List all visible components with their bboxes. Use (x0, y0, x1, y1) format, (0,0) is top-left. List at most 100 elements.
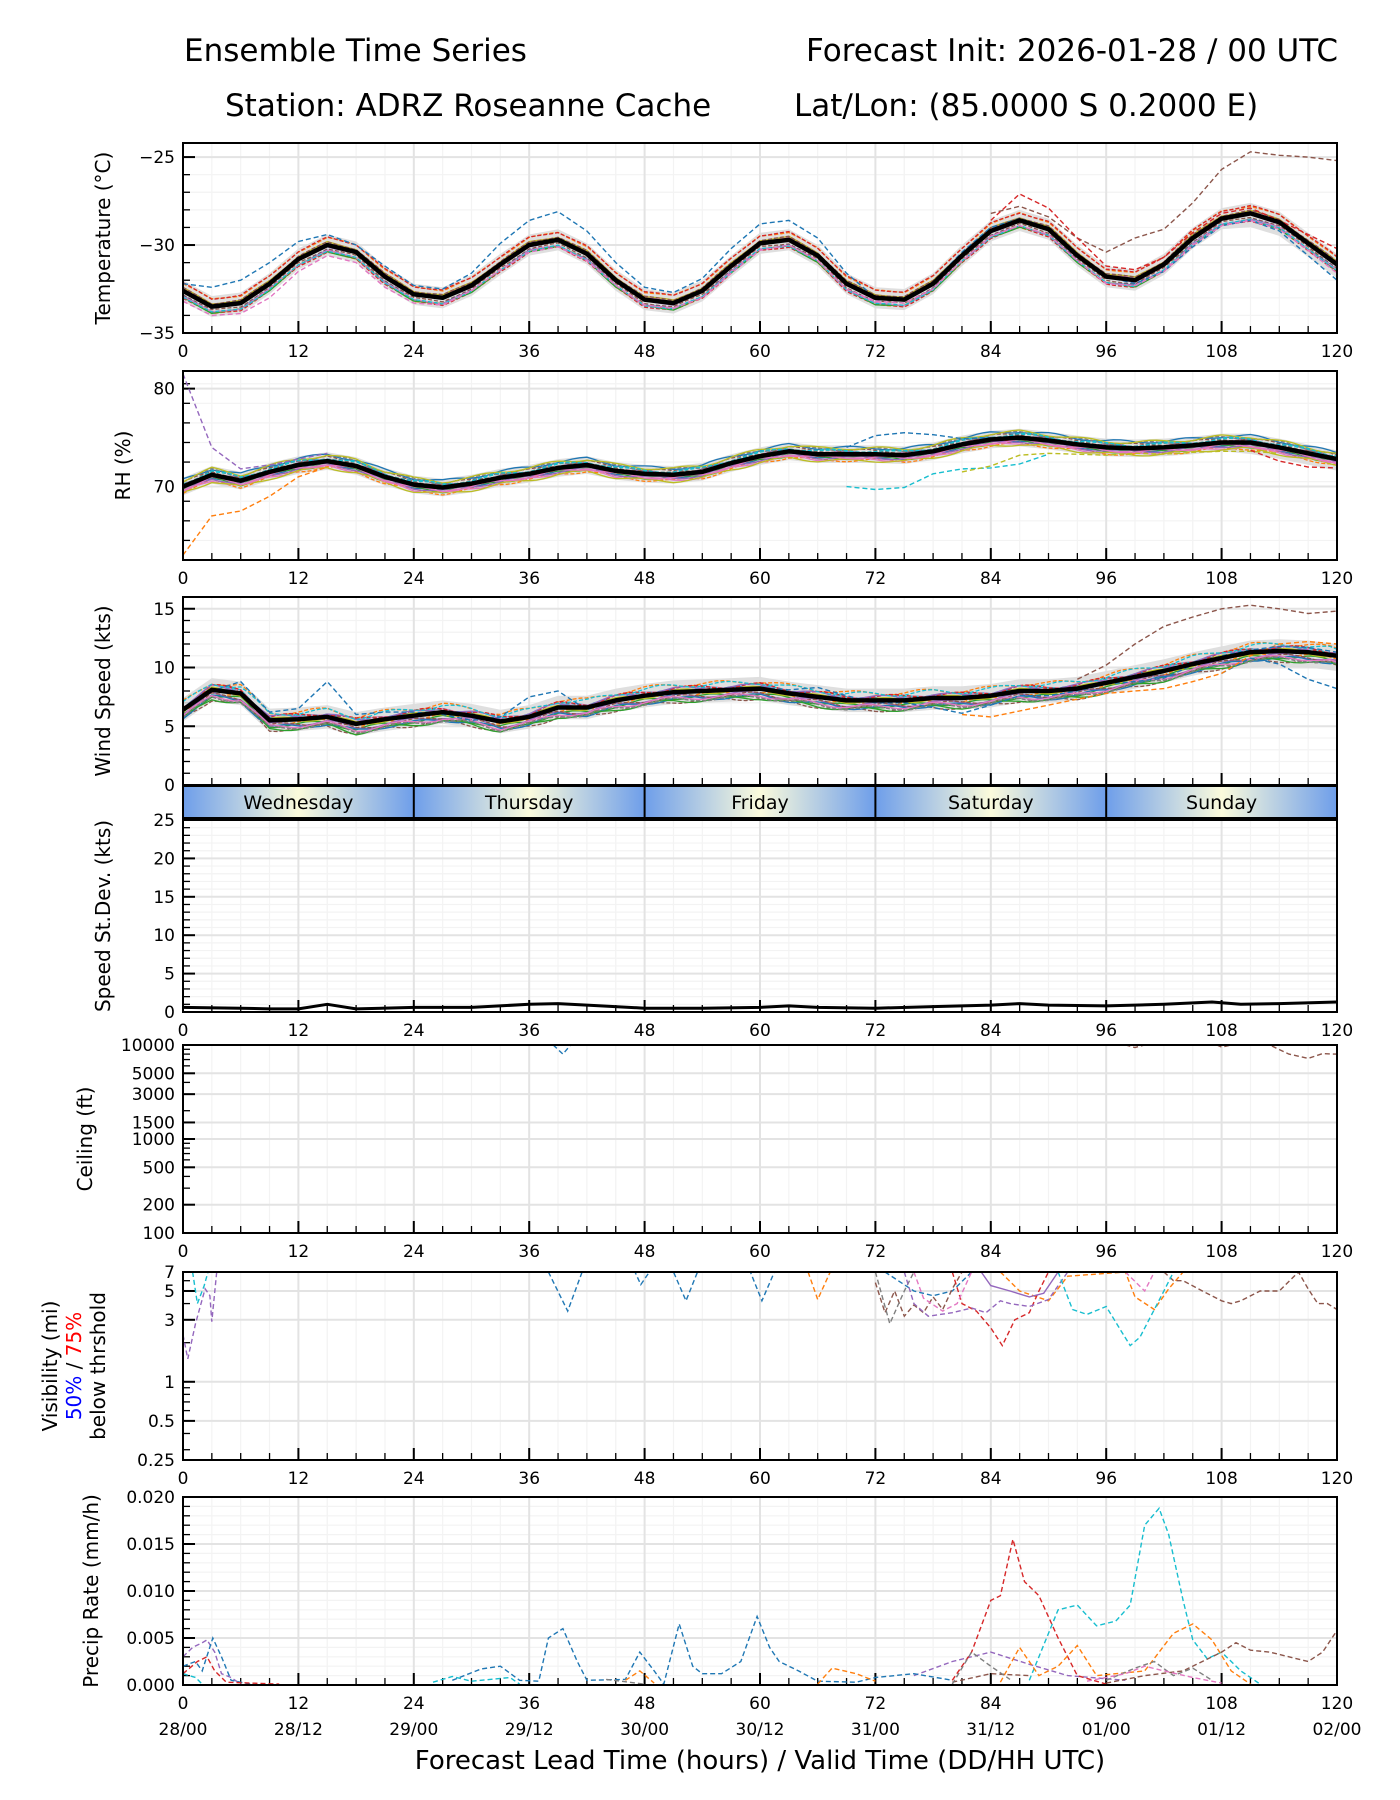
x-tick-label: 0 (178, 1242, 189, 1262)
x-tick-label: 108 (1205, 342, 1237, 362)
day-band-cell (1106, 786, 1337, 818)
ensemble-member-member-pink (913, 1272, 1155, 1312)
x-tick-label: 12 (288, 342, 310, 362)
y-tick-label: 1 (164, 1373, 175, 1393)
ensemble-member-member-orange (183, 466, 328, 556)
day-label: Thursday (484, 792, 573, 814)
ensemble-member-member-blue (547, 1272, 973, 1313)
day-band-cell (875, 786, 1107, 818)
data-layer (183, 1000, 1337, 1011)
y-tick-label: 0.25 (137, 1451, 175, 1471)
ensemble-member-member-pink (183, 219, 1337, 317)
ensemble-member-member-blue (183, 210, 1337, 301)
y-tick-label: −35 (139, 324, 175, 344)
x-valid-time-label: 28/00 (159, 1720, 208, 1740)
ensemble-member-line (183, 654, 1337, 733)
y-tick-label: −25 (139, 148, 175, 168)
ensemble-member-line (183, 642, 1337, 721)
y-tick-label: 0.5 (148, 1412, 175, 1432)
y-tick-label: 0 (164, 1003, 175, 1023)
x-valid-time-label: 28/12 (274, 1720, 323, 1740)
y-tick-label: 3 (164, 1311, 175, 1331)
x-valid-time-label: 01/12 (1197, 1720, 1246, 1740)
day-label: Wednesday (243, 792, 353, 814)
x-tick-label: 96 (1095, 1694, 1117, 1714)
ensemble-member-line (183, 444, 1337, 494)
data-layer (183, 151, 1337, 318)
x-tick-label: 36 (518, 1021, 540, 1041)
ensemble-member-member-olive (961, 450, 1280, 473)
y-tick-label: 10 (153, 926, 175, 946)
x-tick-label: 84 (980, 1469, 1002, 1489)
ensemble-member-member-brown (952, 1630, 1337, 1684)
y-tick-label: 100 (143, 1224, 175, 1244)
ensemble-member-line (183, 429, 1337, 484)
x-tick-label: 12 (288, 569, 310, 589)
x-tick-label: 36 (518, 1242, 540, 1262)
day-band-frame (182, 785, 1338, 819)
x-tick-label: 120 (1321, 1021, 1353, 1041)
panel-frame (182, 370, 1338, 561)
x-tick-label: 0 (178, 1469, 189, 1489)
ensemble-member-member-gray (874, 1272, 915, 1326)
x-tick-label: 48 (634, 1469, 656, 1489)
station-latlon: Lat/Lon: (85.0000 S 0.2000 E) (794, 88, 1259, 124)
ensemble-member-member-brown (990, 151, 1337, 253)
day-label: Sunday (1186, 792, 1257, 814)
panel-speed-st-dev-: 0 5 10 15 20 25 Speed St.Dev. (kts) 0 12 24 36 48 60… (91, 811, 1353, 1041)
ensemble-member-member-red (1250, 449, 1337, 469)
ensemble-member-member-orange (625, 1623, 1251, 1685)
y-axis-label: Wind Speed (kts) (91, 605, 115, 776)
data-layer (183, 1506, 1337, 1685)
x-tick-label: 96 (1095, 1021, 1117, 1041)
ensemble-member-member-blue (183, 1614, 953, 1685)
x-tick-label: 24 (403, 342, 425, 362)
ensemble-member-line (183, 440, 1337, 492)
x-tick-label: 48 (634, 1242, 656, 1262)
x-tick-label: 24 (403, 1469, 425, 1489)
x-tick-label: 96 (1095, 342, 1117, 362)
x-tick-label: 108 (1205, 569, 1237, 589)
x-tick-label: 48 (634, 1694, 656, 1714)
ensemble-member-member-brown (874, 1272, 1337, 1318)
ensemble-member-member-blue (552, 1045, 572, 1056)
y-axis-label: Temperature (°C) (91, 152, 115, 326)
y-tick-label: 80 (153, 380, 175, 400)
x-tick-label: 36 (518, 1694, 540, 1714)
x-tick-label: 120 (1321, 1242, 1353, 1262)
x-tick-label: 24 (403, 1021, 425, 1041)
x-tick-label: 120 (1321, 342, 1353, 362)
x-tick-label: 84 (980, 1242, 1002, 1262)
x-tick-label: 12 (288, 1469, 310, 1489)
ensemble-member-member-cyan (846, 453, 1049, 491)
y-tick-label: 0.015 (126, 1535, 175, 1555)
day-band-cell (644, 786, 876, 818)
x-tick-label: 72 (865, 1694, 887, 1714)
ensemble-member-member-brown (1076, 604, 1337, 680)
x-tick-label: 72 (865, 1021, 887, 1041)
data-layer (183, 373, 1337, 556)
y-tick-label: 0.020 (126, 1488, 175, 1508)
y-tick-label: 20 (153, 849, 175, 869)
day-label: Saturday (948, 792, 1034, 814)
x-tick-label: 84 (980, 569, 1002, 589)
ensemble-member-member-blue (846, 431, 991, 449)
chart-title: Ensemble Time Series (184, 33, 527, 69)
x-tick-label: 12 (288, 1021, 310, 1041)
x-tick-label: 84 (980, 1694, 1002, 1714)
data-layer (183, 1272, 1337, 1360)
ensemble-member-member-orange (807, 1272, 1184, 1311)
ensemble-member-member-pink (1086, 1665, 1222, 1684)
y-axis-label: RH (%) (111, 431, 135, 501)
ensemble-member-member-red (951, 1272, 1050, 1348)
ensemble-mean-line (183, 211, 1337, 309)
panel-frame (182, 1271, 1338, 1461)
ensemble-member-line (183, 219, 1337, 313)
y-axis-label: Visibility (mi) (38, 1301, 62, 1432)
x-tick-label: 84 (980, 1021, 1002, 1041)
day-band-cell (413, 786, 645, 818)
y-tick-label: 10 (153, 659, 175, 679)
data-layer (552, 1045, 1337, 1060)
day-label: Friday (731, 792, 789, 814)
x-tick-label: 48 (634, 569, 656, 589)
